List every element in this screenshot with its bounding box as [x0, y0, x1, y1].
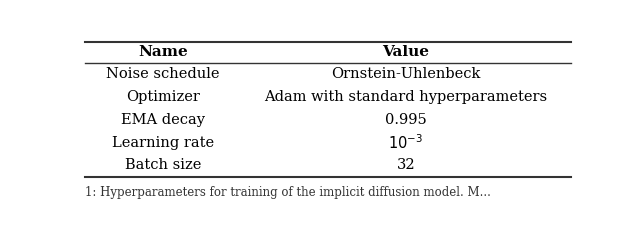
Text: Learning rate: Learning rate [111, 136, 214, 150]
Text: Ornstein-Uhlenbeck: Ornstein-Uhlenbeck [331, 67, 481, 82]
Text: Batch size: Batch size [125, 158, 201, 172]
Text: Name: Name [138, 45, 188, 60]
Text: EMA decay: EMA decay [121, 113, 205, 127]
Text: $10^{-3}$: $10^{-3}$ [388, 133, 423, 152]
Text: Value: Value [382, 45, 429, 60]
Text: 1: Hyperparameters for training of the implicit diffusion model. M...: 1: Hyperparameters for training of the i… [85, 186, 491, 199]
Text: 0.995: 0.995 [385, 113, 427, 127]
Text: Noise schedule: Noise schedule [106, 67, 220, 82]
Text: Adam with standard hyperparameters: Adam with standard hyperparameters [264, 90, 547, 104]
Text: Optimizer: Optimizer [126, 90, 200, 104]
Text: 32: 32 [396, 158, 415, 172]
